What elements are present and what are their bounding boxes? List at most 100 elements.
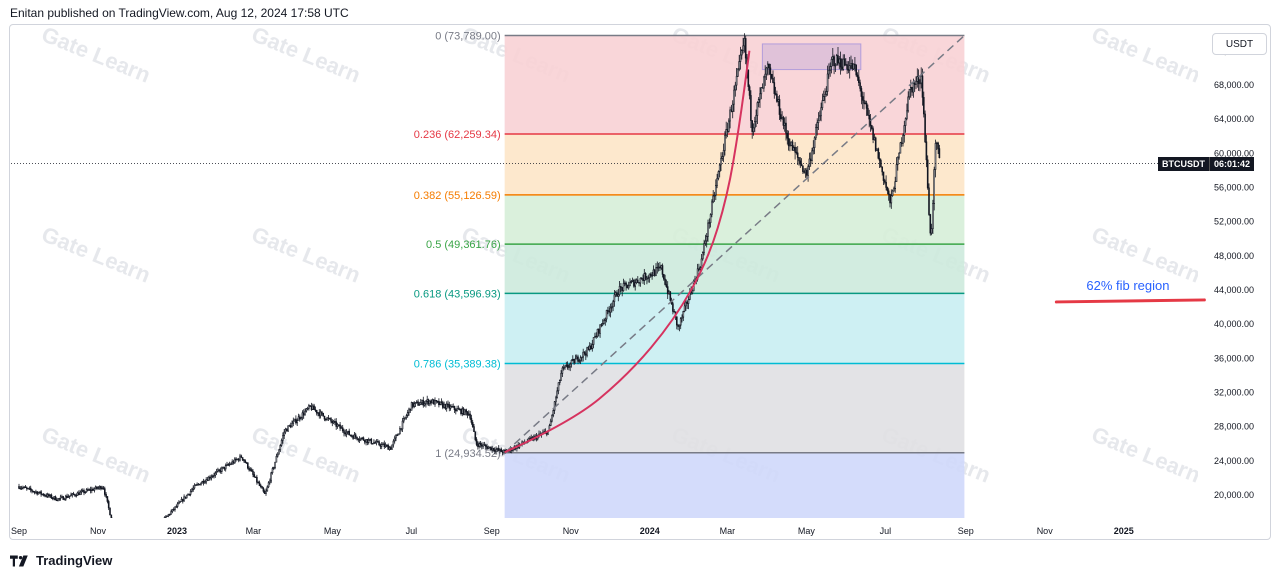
- candle: [387, 445, 390, 450]
- candle: [865, 102, 868, 109]
- candle: [608, 310, 611, 313]
- candle: [137, 521, 138, 522]
- candle: [410, 402, 413, 411]
- candle: [302, 412, 305, 416]
- candle: [709, 214, 712, 223]
- candle: [570, 359, 573, 365]
- candle: [595, 335, 598, 338]
- candle: [777, 99, 780, 102]
- fib-level-label-0.5: 0.5 (49,361.76): [426, 239, 501, 251]
- candle: [245, 462, 248, 464]
- candle: [94, 486, 97, 490]
- candle: [257, 481, 260, 484]
- currency-selector-button[interactable]: USDT: [1212, 33, 1267, 55]
- candle: [85, 489, 88, 493]
- candle: [773, 82, 776, 94]
- candle: [68, 495, 71, 497]
- candle: [208, 476, 210, 481]
- candle: [362, 437, 365, 441]
- candle: [374, 442, 377, 444]
- candle: [575, 356, 578, 360]
- candle: [110, 514, 113, 518]
- candle: [848, 65, 851, 71]
- tradingview-footer[interactable]: TradingView: [10, 553, 112, 568]
- candle: [837, 55, 839, 64]
- candle: [588, 345, 591, 350]
- candle: [345, 431, 348, 435]
- candle: [432, 399, 435, 405]
- candle: [130, 521, 131, 523]
- candle: [211, 475, 214, 478]
- candle: [844, 64, 847, 66]
- candle: [236, 458, 239, 461]
- candle: [891, 190, 894, 196]
- candle: [231, 461, 233, 465]
- candle: [356, 436, 358, 440]
- candle: [55, 499, 58, 502]
- candle: [423, 403, 426, 406]
- candle: [125, 521, 126, 522]
- candle: [305, 408, 308, 412]
- fib-level-label-0: 0 (73,789.00): [435, 30, 500, 42]
- candle: [370, 438, 373, 444]
- candle: [841, 66, 843, 70]
- candlestick-series: [18, 33, 941, 524]
- candle: [202, 480, 205, 484]
- candle: [328, 418, 331, 420]
- candle: [503, 449, 505, 454]
- candle: [549, 420, 552, 426]
- candle: [496, 448, 499, 450]
- candle: [314, 409, 317, 411]
- candle: [618, 286, 621, 295]
- candle: [461, 408, 464, 415]
- candle: [885, 181, 887, 188]
- candle: [714, 185, 717, 196]
- candle: [484, 444, 487, 447]
- candle: [558, 379, 561, 384]
- candle: [727, 120, 730, 132]
- candle: [863, 100, 865, 104]
- candle: [371, 443, 374, 445]
- candle: [890, 195, 893, 204]
- candle: [705, 236, 708, 242]
- candle: [722, 150, 725, 157]
- candle: [894, 181, 897, 190]
- candle: [276, 453, 279, 457]
- candle: [743, 38, 746, 47]
- candle: [117, 523, 118, 524]
- candle: [638, 282, 640, 284]
- candle: [718, 164, 721, 173]
- candle: [655, 267, 657, 276]
- candle: [938, 148, 941, 159]
- candle: [792, 146, 795, 151]
- candle: [32, 490, 35, 493]
- candle: [430, 400, 432, 404]
- candle: [397, 433, 400, 436]
- candle: [807, 166, 809, 176]
- candle: [466, 411, 469, 416]
- candle: [399, 428, 401, 435]
- candle: [304, 410, 306, 416]
- candle: [45, 495, 48, 497]
- candle: [285, 428, 288, 432]
- candle: [613, 294, 616, 302]
- candle: [825, 91, 828, 95]
- candle: [620, 286, 622, 288]
- candle: [664, 278, 666, 285]
- candle: [132, 521, 133, 522]
- candle: [843, 58, 846, 66]
- candle: [100, 486, 102, 490]
- candle: [683, 305, 686, 312]
- watermark-text: Gate Learn: [38, 221, 154, 287]
- candle: [431, 399, 434, 404]
- candle: [309, 405, 312, 407]
- candle: [772, 78, 774, 83]
- candle: [868, 114, 871, 120]
- candle: [651, 275, 653, 277]
- candle: [275, 455, 278, 463]
- candle: [748, 86, 751, 96]
- candle: [701, 252, 704, 260]
- candle: [614, 292, 617, 296]
- candle: [162, 521, 163, 524]
